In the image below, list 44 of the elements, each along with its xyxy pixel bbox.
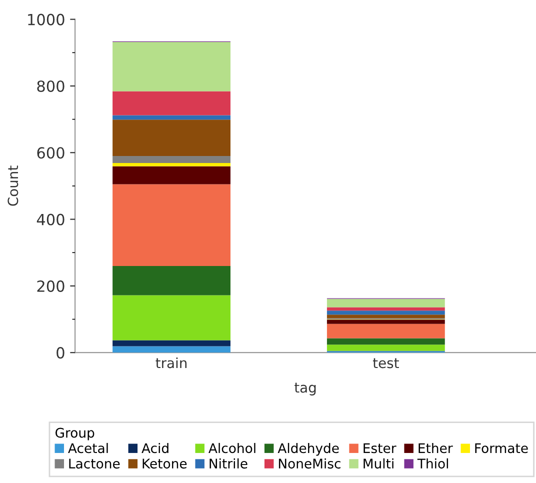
legend-label: Ester bbox=[364, 443, 396, 454]
bar bbox=[112, 266, 230, 296]
legend-label: NoneMisc bbox=[278, 458, 340, 469]
bar bbox=[326, 338, 445, 345]
bar bbox=[326, 307, 445, 311]
legend-label: Acetal bbox=[68, 442, 108, 454]
bar bbox=[112, 115, 230, 120]
y-axis-title: Count bbox=[8, 166, 18, 206]
bar bbox=[112, 346, 230, 353]
x-tick-label: test bbox=[372, 358, 399, 368]
y-tick-label: 400 bbox=[36, 214, 64, 226]
y-tick-label: 600 bbox=[37, 147, 64, 159]
x-axis-title: tag bbox=[294, 382, 316, 396]
bar bbox=[326, 320, 445, 324]
legend-title: Group bbox=[55, 428, 94, 440]
bar bbox=[112, 42, 230, 92]
legend-label: Acid bbox=[142, 442, 168, 454]
x-tick-label: train bbox=[156, 357, 187, 368]
y-tick-label: 200 bbox=[37, 280, 64, 292]
bar bbox=[326, 298, 445, 308]
bar bbox=[112, 340, 230, 346]
y-tick-label: 1000 bbox=[28, 14, 64, 26]
bar bbox=[326, 324, 445, 338]
y-tick-label: 800 bbox=[37, 80, 64, 92]
legend-label: Ketone bbox=[142, 458, 187, 469]
bar bbox=[326, 344, 445, 351]
legend-label: Lactone bbox=[69, 458, 120, 469]
legend-label: Multi bbox=[364, 458, 394, 469]
bar bbox=[112, 184, 230, 266]
bar bbox=[112, 162, 230, 166]
legend-label: Ether bbox=[418, 442, 453, 454]
bar bbox=[112, 295, 230, 340]
y-tick-label: 0 bbox=[56, 347, 64, 359]
bar bbox=[112, 91, 230, 116]
legend-label: Formate bbox=[475, 443, 528, 454]
bar bbox=[326, 310, 445, 315]
legend-label: Thiol bbox=[417, 458, 448, 469]
legend-label: Aldehyde bbox=[278, 442, 339, 456]
bar bbox=[112, 156, 230, 163]
legend-label: Nitrile bbox=[210, 458, 248, 469]
legend-label: Alcohol bbox=[208, 442, 256, 454]
bar bbox=[112, 166, 230, 184]
bar bbox=[326, 314, 445, 318]
bar bbox=[112, 120, 230, 156]
